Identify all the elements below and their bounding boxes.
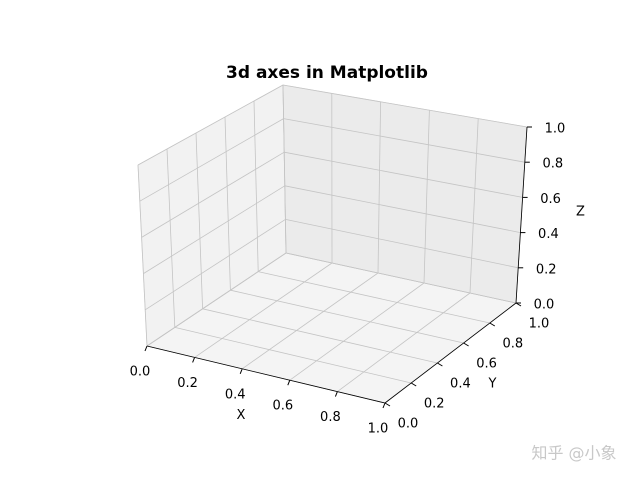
y-tick-label: 0.8 [502,337,523,352]
grid-line [137,84,284,166]
grid-line [241,272,379,370]
grid-line [337,292,471,392]
axis-line [384,302,517,404]
tick-mark [384,402,391,407]
x-tick-label: 0.8 [320,410,341,425]
y-tick-label: 0.0 [398,417,419,432]
grid-line [469,118,479,294]
watermark: 知乎 @小象 [531,444,616,463]
grid-line [423,110,430,284]
grid-line [283,118,525,163]
x-tick-label: 0.4 [225,387,246,402]
grid-line [195,132,203,309]
tick-mark [144,345,148,352]
z-tick-label: 0.8 [542,157,563,172]
grid-line [137,164,148,347]
z-tick-label: 0.2 [536,262,557,277]
tick-mark [463,342,469,347]
grid-line [285,252,517,304]
y-tick-label: 0.6 [476,357,497,372]
grid-line [253,100,259,272]
z-tick-label: 0.4 [538,227,559,242]
z-tick-label: 0.0 [534,298,555,313]
x-axis-label: X [237,408,246,423]
y-tick-label: 0.4 [450,377,471,392]
grid-line [258,271,490,324]
axis-line [515,126,528,304]
x-tick-label: 1.0 [368,422,389,437]
tick-mark [382,402,386,409]
grid-line [143,185,286,274]
tick-mark [334,391,338,397]
grid-line [285,219,519,269]
z-axis-label: Z [576,205,585,220]
grid-line [284,151,523,198]
z-tick-label: 0.6 [540,192,561,207]
grid-line [289,282,425,381]
grid-line [230,289,464,344]
grid-line [146,252,287,347]
axis-line [146,345,386,404]
x-tick-label: 0.2 [177,376,198,391]
x-tick-label: 0.0 [130,365,151,380]
grid-line [282,84,528,128]
y-tick-label: 0.2 [424,397,445,412]
grid-line [139,118,284,202]
grid-line [166,148,176,328]
y-axis-label: Y [488,377,497,392]
grid-line [284,185,521,233]
x-tick-label: 0.6 [272,399,293,414]
z-tick-label: 1.0 [545,122,566,137]
grid-line [282,84,287,254]
grid-line [224,116,231,291]
grid-line [141,151,285,238]
grid-line [144,219,286,311]
chart-title: 3d axes in Matplotlib [226,63,428,83]
grid-line [202,308,438,364]
grid-line [377,101,381,274]
y-tick-label: 1.0 [529,317,550,332]
tick-mark [192,357,196,363]
grid-line [174,327,412,384]
tick-mark [437,362,443,367]
tick-mark [410,382,417,387]
tick-mark [489,322,496,327]
tick-mark [239,368,243,374]
tick-mark [287,380,291,386]
grid-line [194,262,333,358]
